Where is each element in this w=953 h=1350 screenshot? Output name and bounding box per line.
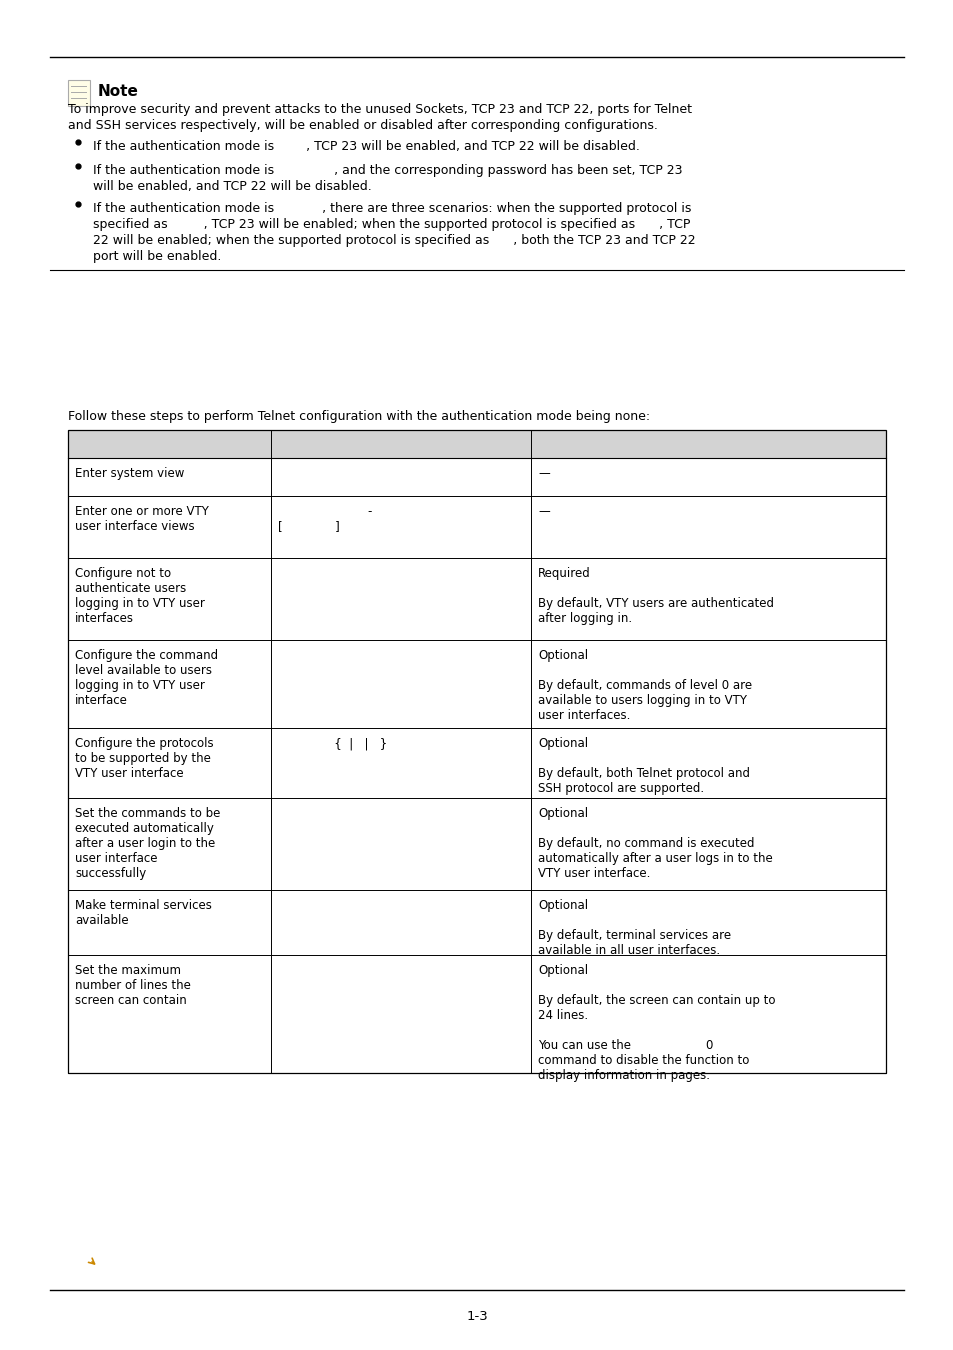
Text: {  |   |   }: { | | } <box>277 737 387 751</box>
Text: 22 will be enabled; when the supported protocol is specified as      , both the : 22 will be enabled; when the supported p… <box>92 234 695 247</box>
Text: Enter system view: Enter system view <box>75 467 184 481</box>
Text: Enter one or more VTY
user interface views: Enter one or more VTY user interface vie… <box>75 505 209 533</box>
Text: Optional

By default, no command is executed
automatically after a user logs in : Optional By default, no command is execu… <box>537 807 772 880</box>
Text: 1-3: 1-3 <box>466 1310 487 1323</box>
Bar <box>68 431 885 458</box>
Text: Follow these steps to perform Telnet configuration with the authentication mode : Follow these steps to perform Telnet con… <box>68 410 649 423</box>
Text: specified as         , TCP 23 will be enabled; when the supported protocol is sp: specified as , TCP 23 will be enabled; w… <box>92 217 690 231</box>
Text: Optional

By default, terminal services are
available in all user interfaces.: Optional By default, terminal services a… <box>537 899 730 957</box>
Bar <box>68 80 90 107</box>
Text: If the authentication mode is               , and the corresponding password has: If the authentication mode is , and the … <box>92 163 681 177</box>
Text: Make terminal services
available: Make terminal services available <box>75 899 212 927</box>
Text: Configure not to
authenticate users
logging in to VTY user
interfaces: Configure not to authenticate users logg… <box>75 567 205 625</box>
Text: and SSH services respectively, will be enabled or disabled after corresponding c: and SSH services respectively, will be e… <box>68 119 658 132</box>
Text: Set the commands to be
executed automatically
after a user login to the
user int: Set the commands to be executed automati… <box>75 807 220 880</box>
Text: -
[              ]: - [ ] <box>277 505 372 533</box>
Text: —: — <box>537 467 549 481</box>
Bar <box>68 431 885 1073</box>
Text: Optional

By default, the screen can contain up to
24 lines.

You can use the   : Optional By default, the screen can cont… <box>537 964 775 1081</box>
Text: Required

By default, VTY users are authenticated
after logging in.: Required By default, VTY users are authe… <box>537 567 773 625</box>
Text: Optional

By default, both Telnet protocol and
SSH protocol are supported.: Optional By default, both Telnet protoco… <box>537 737 749 795</box>
Text: To improve security and prevent attacks to the unused Sockets, TCP 23 and TCP 22: To improve security and prevent attacks … <box>68 103 691 116</box>
Text: port will be enabled.: port will be enabled. <box>92 250 221 263</box>
Text: —: — <box>537 505 549 518</box>
Text: If the authentication mode is        , TCP 23 will be enabled, and TCP 22 will b: If the authentication mode is , TCP 23 w… <box>92 140 639 153</box>
Text: Note: Note <box>98 84 139 99</box>
Text: Set the maximum
number of lines the
screen can contain: Set the maximum number of lines the scre… <box>75 964 191 1007</box>
Text: Configure the protocols
to be supported by the
VTY user interface: Configure the protocols to be supported … <box>75 737 213 780</box>
Text: will be enabled, and TCP 22 will be disabled.: will be enabled, and TCP 22 will be disa… <box>92 180 372 193</box>
Text: Configure the command
level available to users
logging in to VTY user
interface: Configure the command level available to… <box>75 649 218 707</box>
Text: If the authentication mode is            , there are three scenarios: when the s: If the authentication mode is , there ar… <box>92 202 691 215</box>
Text: Optional

By default, commands of level 0 are
available to users logging in to V: Optional By default, commands of level 0… <box>537 649 751 722</box>
